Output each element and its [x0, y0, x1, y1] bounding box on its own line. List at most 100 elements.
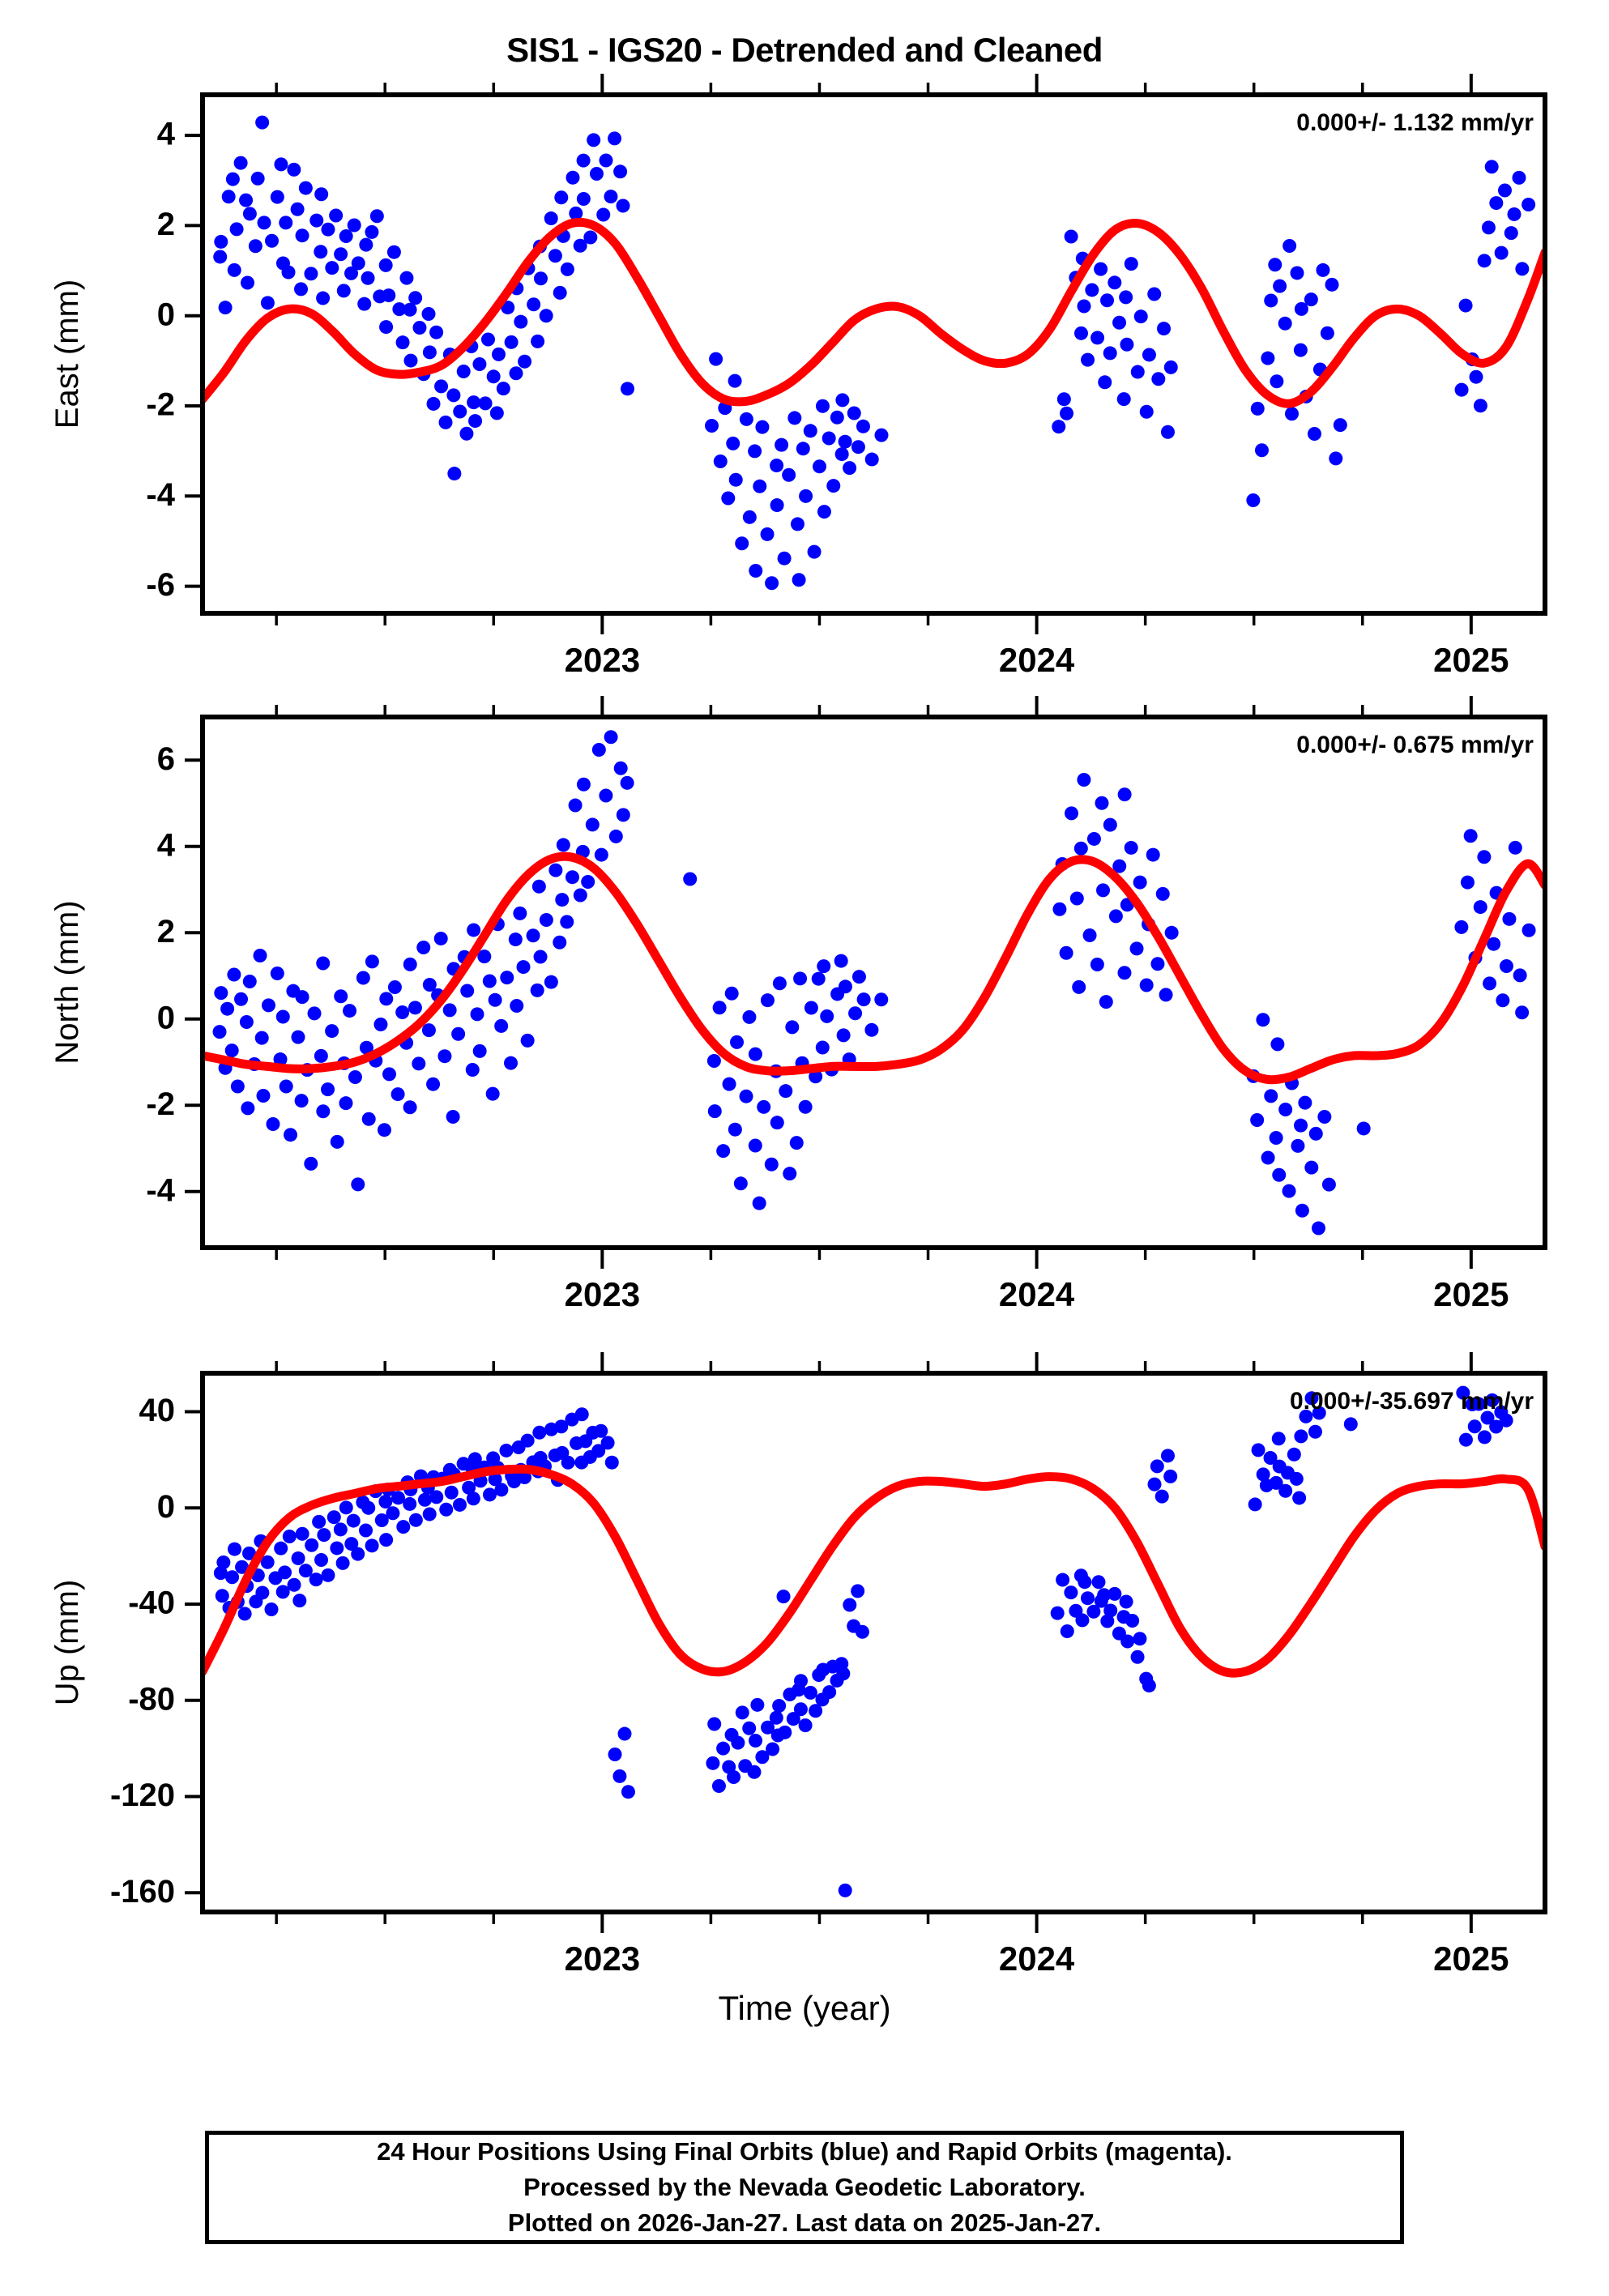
data-point: [1477, 254, 1492, 268]
data-point: [730, 1035, 745, 1049]
data-point: [1515, 262, 1530, 276]
data-point: [1293, 343, 1308, 357]
data-point: [477, 950, 492, 964]
data-point: [1261, 1150, 1275, 1165]
data-point: [1454, 382, 1469, 397]
data-point: [847, 406, 861, 420]
data-point: [426, 396, 441, 411]
data-point: [291, 1551, 305, 1565]
data-point: [1289, 1471, 1304, 1486]
data-point: [1469, 369, 1483, 384]
data-point: [468, 414, 483, 429]
chart-up: 40 0 -40 -80 -120 -160 2023 2024 2025 Up (mm) 0.00…: [49, 1337, 1547, 1978]
data-point: [864, 452, 879, 467]
data-point: [1116, 392, 1131, 407]
data-point: [227, 967, 241, 982]
data-point: [467, 923, 481, 937]
y-tick-label: -2: [146, 1086, 175, 1122]
data-point: [1069, 891, 1084, 906]
data-point: [314, 1553, 329, 1568]
data-point: [356, 971, 370, 985]
data-point: [600, 1436, 615, 1450]
data-point: [838, 1883, 852, 1897]
data-point: [274, 157, 288, 172]
y-tick-label: -160: [110, 1874, 175, 1910]
data-point: [233, 156, 248, 170]
data-point: [334, 989, 348, 1004]
data-point: [716, 1144, 731, 1159]
data-point: [769, 1710, 783, 1725]
data-point: [321, 1082, 335, 1097]
data-point: [429, 325, 444, 339]
data-point: [344, 1537, 359, 1551]
data-point: [544, 975, 558, 989]
data-point: [1507, 207, 1522, 221]
data-point: [230, 1079, 245, 1094]
data-point: [382, 1067, 396, 1082]
data-point: [596, 207, 611, 222]
data-point: [1056, 392, 1071, 407]
data-point: [488, 992, 502, 1007]
data-point: [229, 222, 244, 237]
data-point: [438, 415, 453, 429]
x-tick-label: 2025: [1433, 1940, 1509, 1978]
data-point: [465, 1062, 480, 1077]
data-point: [1308, 1126, 1323, 1141]
data-point: [1100, 293, 1115, 308]
data-point: [446, 388, 461, 403]
data-point: [1271, 1432, 1286, 1446]
data-point: [796, 442, 810, 456]
data-point: [513, 906, 527, 920]
data-point: [817, 959, 831, 974]
data-point: [1090, 957, 1104, 971]
data-point: [351, 1177, 365, 1192]
data-point: [1150, 957, 1165, 971]
data-point: [453, 404, 467, 419]
fit-line-north: [203, 851, 1545, 1085]
data-point: [392, 302, 407, 317]
data-point: [408, 1001, 422, 1015]
data-point: [307, 1006, 322, 1021]
data-point: [772, 1699, 787, 1713]
data-point: [1507, 1337, 1521, 1344]
data-point: [735, 536, 749, 551]
axes-frame: [200, 715, 1547, 1250]
data-point: [361, 1112, 376, 1126]
caption-box: 24 Hour Positions Using Final Orbits (bl…: [205, 2131, 1404, 2244]
data-point: [760, 527, 775, 541]
rate-annotation: 0.000+/- 0.675 mm/yr: [1296, 732, 1534, 758]
data-point: [573, 888, 587, 903]
data-point: [379, 320, 394, 335]
panel-east: 4 2 0 -2 -4 -6 2023 2024 2025 East (mm) 0.000+/- 1…: [0, 49, 1609, 690]
y-tick-label: 4: [157, 827, 176, 863]
data-point: [295, 1526, 309, 1541]
data-point: [316, 1104, 331, 1119]
data-point: [275, 1585, 290, 1599]
data-point: [834, 954, 848, 968]
x-tick-label: 2025: [1433, 641, 1509, 679]
data-point: [227, 262, 241, 277]
y-tick-label: 6: [157, 741, 175, 777]
data-point: [843, 461, 857, 476]
data-point: [412, 321, 427, 335]
x-tick-label: 2024: [999, 641, 1075, 679]
caption-line-3: Plotted on 2026-Jan-27. Last data on 202…: [507, 2209, 1102, 2238]
data-point: [369, 209, 384, 224]
data-point: [330, 1541, 344, 1556]
data-point: [851, 440, 865, 455]
data-point: [739, 412, 753, 426]
data-point: [713, 455, 728, 469]
data-point: [855, 1624, 869, 1639]
data-point: [1086, 831, 1101, 846]
data-point: [817, 505, 831, 519]
data-point: [339, 1500, 353, 1515]
data-point: [1463, 829, 1478, 843]
data-point: [386, 245, 401, 259]
data-point: [391, 1087, 405, 1102]
data-point: [530, 983, 544, 997]
data-point: [485, 1086, 500, 1101]
data-point: [1065, 806, 1079, 821]
data-point: [548, 863, 563, 877]
data-point: [1484, 160, 1499, 174]
data-point: [214, 986, 228, 1001]
